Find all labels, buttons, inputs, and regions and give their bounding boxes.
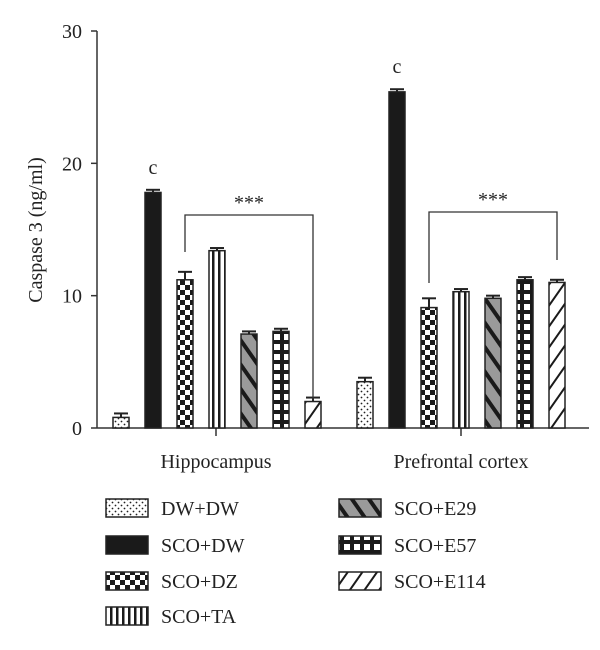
bar-sco-e114-hippocampus [304,400,322,429]
bar-sco-ta-prefrontal-cortex [452,290,470,429]
y-tick-label: 10 [62,286,82,308]
legend-label: DW+DW [161,498,239,520]
legend-swatch-sco-ta [105,606,149,626]
bar-dw-dw-prefrontal-cortex [356,380,374,429]
significance-letter: c [149,157,158,179]
x-ticks: Hippocampus Prefrontal cortex [160,428,528,473]
legend: DW+DW SCO+DW SCO+DZ SCO+TA SCO+E29 SCO+E57 SCO… [105,498,486,628]
y-tick-label: 20 [62,153,82,175]
bar-sco-dw-prefrontal-cortex [388,91,406,429]
bar-sco-e57-prefrontal-cortex [516,279,534,429]
bar-sco-dz-hippocampus [176,279,194,429]
axes: 0 10 20 30 Hippocampus Prefrontal cortex [62,21,589,473]
y-axis-label: Caspase 3 (ng/ml) [25,157,47,303]
bar-sco-dz-prefrontal-cortex [420,306,438,429]
legend-label: SCO+DW [161,535,245,557]
bar-dw-dw-hippocampus [112,416,130,429]
legend-swatch-dw-dw [105,498,149,518]
bar-sco-e29-hippocampus [240,333,258,429]
legend-swatch-sco-e114 [338,571,382,591]
bar-sco-ta-hippocampus [208,249,226,429]
y-ticks: 0 10 20 30 [62,21,97,440]
x-category-label: Prefrontal cortex [394,451,529,473]
x-category-label: Hippocampus [160,451,271,473]
legend-label: SCO+E57 [394,535,476,557]
bar-sco-e114-prefrontal-cortex [548,281,566,429]
significance-bracket [428,211,558,283]
legend-label: SCO+E29 [394,498,476,520]
legend-swatch-sco-dz [105,571,149,591]
bar-sco-e57-hippocampus [272,330,290,429]
legend-label: SCO+TA [161,606,237,628]
bars [112,88,566,429]
annotations: c c *** *** [149,56,558,400]
significance-letter: c [393,56,402,78]
legend-swatch-sco-e29 [338,498,382,518]
legend-label: SCO+E114 [394,571,486,593]
bar-sco-e29-prefrontal-cortex [484,297,502,429]
legend-swatch-sco-e57 [338,535,382,555]
bar-sco-dw-hippocampus [144,191,162,429]
significance-stars: *** [478,189,508,211]
legend-swatch-sco-dw [105,535,149,555]
significance-bracket [184,214,314,400]
y-tick-label: 30 [62,21,82,43]
y-tick-label: 0 [72,418,82,440]
legend-label: SCO+DZ [161,571,238,593]
significance-stars: *** [234,192,264,214]
